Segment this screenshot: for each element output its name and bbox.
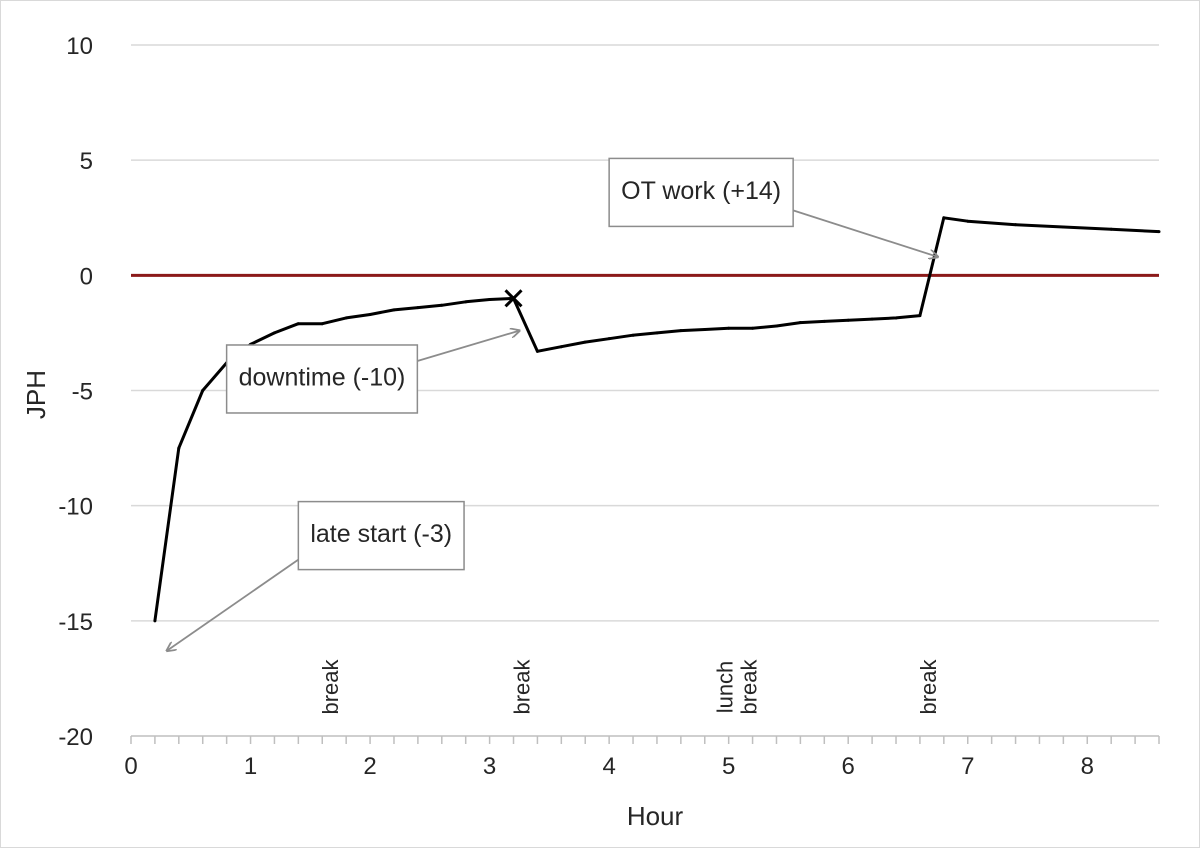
data-point (177, 446, 181, 450)
y-tick-label: 10 (66, 33, 93, 60)
x-tick-label: 2 (363, 753, 376, 780)
break-label: lunchbreak (713, 658, 762, 714)
data-point (846, 318, 850, 322)
x-tick-label: 4 (602, 753, 615, 780)
callout-text: late start (-3) (310, 520, 452, 548)
data-point (583, 340, 587, 344)
data-point (296, 322, 300, 326)
y-tick-label: 5 (80, 148, 93, 175)
x-tick-label: 6 (842, 753, 855, 780)
callout-arrow (792, 209, 938, 256)
data-point (655, 331, 659, 335)
data-point (679, 329, 683, 333)
data-point (1061, 225, 1065, 229)
data-point (1157, 230, 1161, 234)
data-point (751, 326, 755, 330)
callout-text: OT work (+14) (621, 177, 781, 205)
data-point (272, 331, 276, 335)
callout-box (225, 344, 419, 414)
data-point (727, 326, 731, 330)
data-point (392, 308, 396, 312)
data-point (559, 345, 563, 349)
callout-box (297, 500, 465, 571)
data-point (535, 349, 539, 353)
y-tick-label: -5 (72, 379, 93, 406)
callout-arrow (167, 558, 299, 651)
data-point (870, 317, 874, 321)
data-point (344, 316, 348, 320)
data-point (1014, 223, 1018, 227)
annotation-callout: OT work (+14) (608, 157, 938, 256)
break-label: break (509, 658, 534, 714)
data-point (966, 219, 970, 223)
y-tick-label: 0 (80, 263, 93, 290)
x-tick-label: 8 (1081, 753, 1094, 780)
data-point (201, 389, 205, 392)
annotation-callout: downtime (-10) (225, 331, 520, 414)
data-point (464, 300, 468, 304)
y-tick-label: -20 (58, 724, 93, 751)
data-point (703, 327, 707, 331)
break-label: break (916, 658, 941, 714)
annotation-callout: late start (-3) (167, 500, 465, 651)
x-tick-label: 5 (722, 753, 735, 780)
data-point (1109, 227, 1113, 231)
x-tick-label: 0 (124, 753, 137, 780)
data-point (416, 306, 420, 310)
callout-arrow (417, 331, 519, 362)
data-point (631, 333, 635, 337)
data-point (774, 324, 778, 328)
callout-box (608, 157, 794, 228)
data-point (440, 303, 444, 307)
data-point (488, 298, 492, 302)
y-tick-label: -15 (58, 609, 93, 636)
x-tick-label: 3 (483, 753, 496, 780)
data-point (918, 314, 922, 318)
data-point (153, 619, 157, 623)
y-axis-title: JPH (21, 370, 51, 419)
callout-text: downtime (-10) (239, 364, 406, 392)
data-point (822, 319, 826, 323)
break-label: break (318, 658, 343, 714)
y-tick-label: -10 (58, 494, 93, 521)
data-point (942, 216, 946, 220)
data-point (368, 312, 372, 316)
data-point (607, 337, 611, 341)
x-axis-title: Hour (627, 801, 684, 831)
data-point (320, 322, 324, 326)
data-point (798, 321, 802, 325)
data-point (894, 316, 898, 320)
x-tick-label: 1 (244, 753, 257, 780)
x-marker (504, 289, 523, 308)
x-tick-label: 7 (961, 753, 974, 780)
